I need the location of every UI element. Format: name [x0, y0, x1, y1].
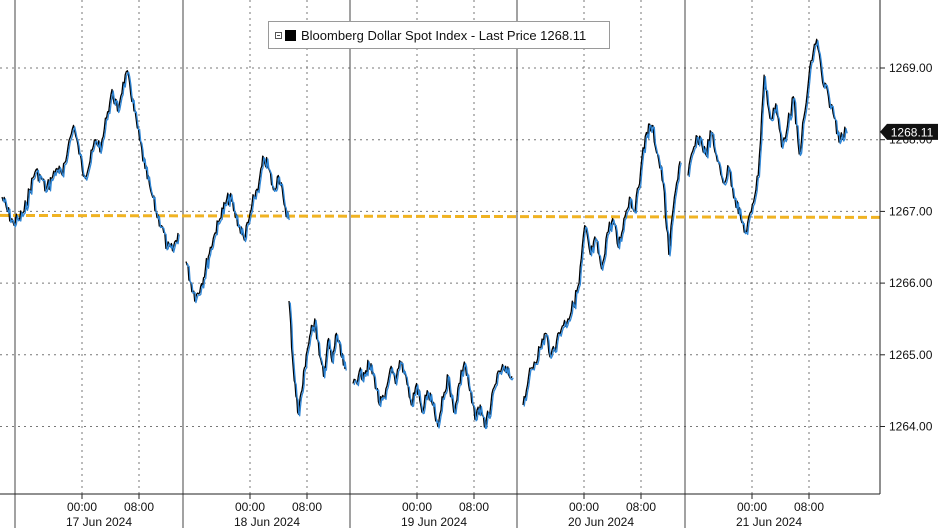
x-tick-label: 00:00 [569, 500, 599, 514]
x-tick-label: 08:00 [292, 500, 322, 514]
price-line-black [687, 38, 847, 234]
price-series [1, 38, 848, 430]
chart-legend: Bloomberg Dollar Spot Index - Last Price… [268, 21, 610, 49]
legend-swatch-icon [285, 29, 296, 41]
chart-grid [0, 0, 880, 528]
x-day-label: 18 Jun 2024 [234, 515, 300, 528]
legend-label: Bloomberg Dollar Spot Index - Last Price… [301, 27, 587, 43]
x-tick-label: 08:00 [626, 500, 656, 514]
x-day-label: 20 Jun 2024 [568, 515, 634, 528]
price-line-blue [186, 156, 290, 304]
y-tick-label: 1266.00 [889, 276, 933, 290]
price-line-blue [523, 124, 682, 407]
x-day-label: 21 Jun 2024 [736, 515, 802, 528]
last-price-badge [880, 123, 938, 140]
reference-line-group [0, 213, 881, 219]
y-axis: 1264.001265.001266.001267.001268.001269.… [879, 0, 933, 494]
price-line-blue [353, 361, 514, 430]
x-day-label: 17 Jun 2024 [66, 515, 132, 528]
price-line-black [522, 123, 681, 406]
y-tick-label: 1265.00 [889, 348, 933, 362]
price-line-blue [289, 302, 347, 417]
x-tick-label: 00:00 [235, 500, 265, 514]
x-tick-label: 00:00 [67, 500, 97, 514]
x-tick-label: 00:00 [737, 500, 767, 514]
y-tick-label: 1269.00 [889, 61, 933, 75]
x-day-label: 19 Jun 2024 [401, 515, 467, 528]
price-line-blue [2, 71, 180, 253]
x-tick-label: 00:00 [402, 500, 432, 514]
price-line-blue [688, 40, 848, 236]
last-price-marker: 1268.11 [880, 123, 938, 140]
price-line-black [185, 155, 289, 302]
y-tick-label: 1267.00 [889, 204, 933, 218]
x-tick-label: 08:00 [459, 500, 489, 514]
price-line-black [1, 70, 179, 252]
y-tick-label: 1264.00 [889, 420, 933, 434]
reference-line [0, 213, 881, 219]
x-tick-label: 08:00 [794, 500, 824, 514]
x-tick-label: 08:00 [124, 500, 154, 514]
last-price-label: 1268.11 [891, 125, 934, 139]
legend-collapse-icon [275, 31, 282, 39]
